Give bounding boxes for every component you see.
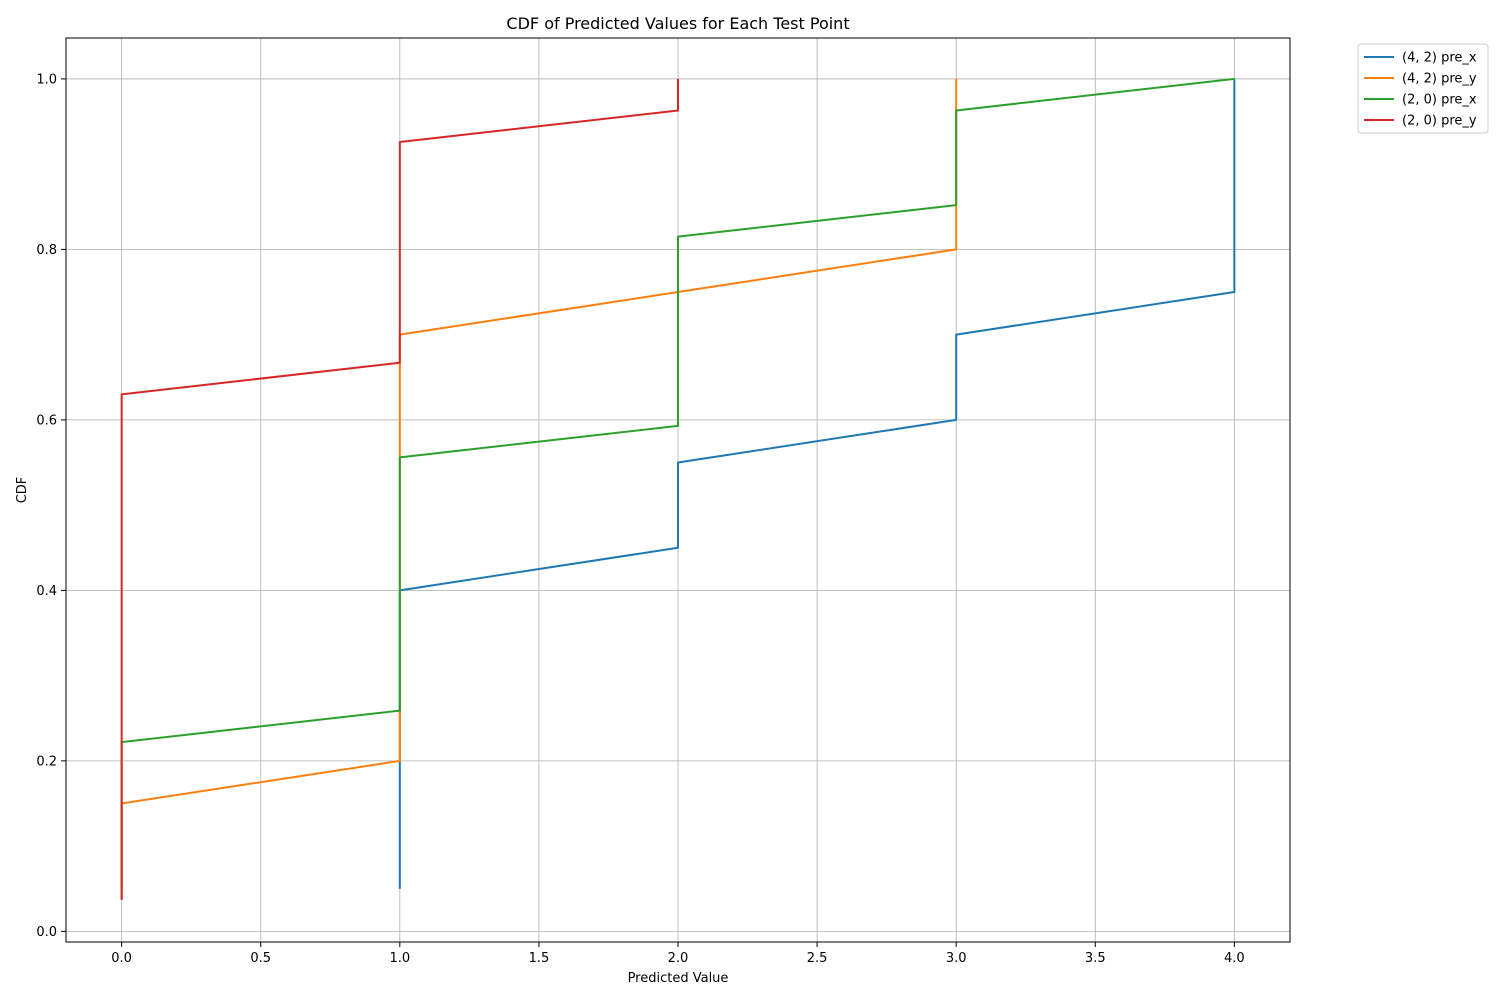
legend: (4, 2) pre_x (4, 2) pre_y (2, 0) pre_x (2, … xyxy=(1357,43,1489,134)
y-tick-label: 0.8 xyxy=(36,243,57,258)
chart-title: CDF of Predicted Values for Each Test Po… xyxy=(506,14,849,33)
legend-label: (2, 0) pre_x xyxy=(1402,93,1477,108)
y-tick-label: 0.2 xyxy=(36,754,57,769)
legend-label: (2, 0) pre_y xyxy=(1402,114,1477,129)
legend-box xyxy=(1357,43,1489,134)
legend-label: (4, 2) pre_x xyxy=(1402,51,1477,66)
x-tick-label: 1.0 xyxy=(389,951,410,966)
y-tick-label: 0.0 xyxy=(36,925,57,940)
x-tick-label: 3.5 xyxy=(1085,951,1106,966)
series-line-1 xyxy=(398,78,1236,889)
x-tick-label: 0.5 xyxy=(250,951,271,966)
x-tick-label: 2.0 xyxy=(668,951,689,966)
x-tick-label: 1.5 xyxy=(529,951,550,966)
x-tick-label: 3.0 xyxy=(946,951,967,966)
y-tick-label: 1.0 xyxy=(36,72,57,87)
legend-label: (4, 2) pre_y xyxy=(1402,72,1477,87)
x-axis-ticks: 0.0 0.5 1.0 1.5 2.0 2.5 3.0 3.5 4.0 xyxy=(111,942,1245,966)
y-axis-ticks: 0.0 0.2 0.4 0.6 0.8 1.0 xyxy=(36,72,66,940)
x-axis-title: Predicted Value xyxy=(628,971,729,986)
series-line-3 xyxy=(120,77,1235,900)
x-tick-label: 4.0 xyxy=(1224,951,1245,966)
series-lines xyxy=(120,77,1236,900)
x-tick-label: 2.5 xyxy=(807,951,828,966)
y-tick-label: 0.6 xyxy=(36,413,57,428)
y-tick-label: 0.4 xyxy=(36,584,57,599)
series-line-4 xyxy=(120,78,679,900)
y-axis-title: CDF xyxy=(15,477,30,504)
x-tick-label: 0.0 xyxy=(111,951,132,966)
